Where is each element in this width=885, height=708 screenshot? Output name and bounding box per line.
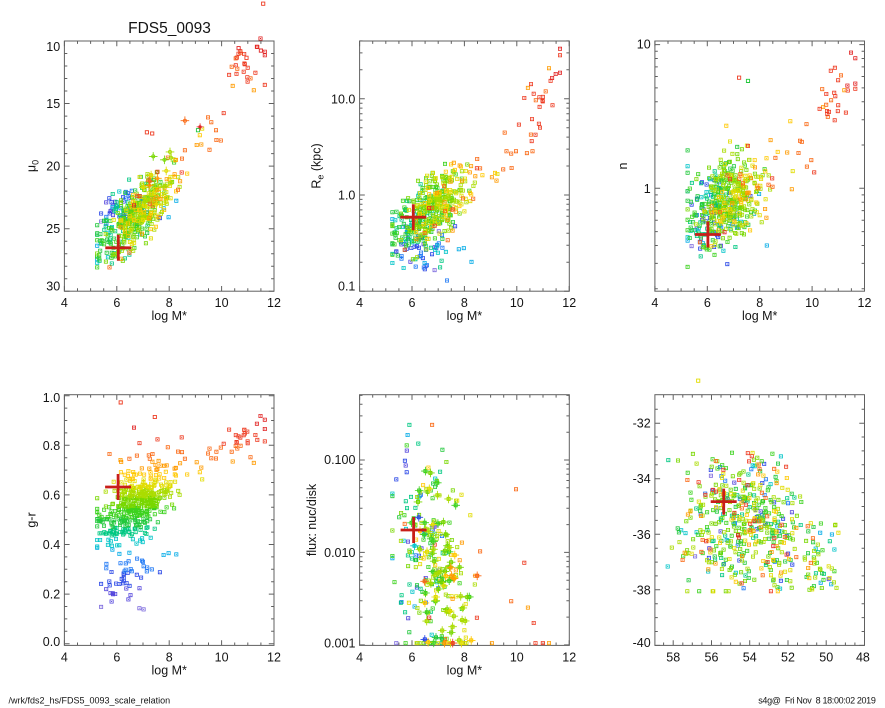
svg-text:10: 10 <box>510 650 524 664</box>
svg-text:58: 58 <box>666 650 680 664</box>
svg-text:n: n <box>616 162 630 169</box>
svg-text:30: 30 <box>46 279 60 293</box>
svg-text:1.0: 1.0 <box>338 189 355 203</box>
svg-text:10: 10 <box>805 296 819 310</box>
svg-text:-32: -32 <box>633 417 651 431</box>
svg-text:10: 10 <box>215 650 229 664</box>
svg-text:12: 12 <box>562 296 576 310</box>
svg-text:12: 12 <box>267 650 281 664</box>
svg-text:4: 4 <box>61 296 68 310</box>
svg-text:25: 25 <box>46 222 60 236</box>
svg-text:0.010: 0.010 <box>324 546 355 560</box>
svg-text:s4g@ Fri Nov 8 18:00:02 2019: s4g@ Fri Nov 8 18:00:02 2019 <box>758 696 876 706</box>
svg-text:50: 50 <box>819 650 833 664</box>
svg-text:8: 8 <box>166 650 173 664</box>
svg-text:4: 4 <box>356 296 363 310</box>
svg-text:52: 52 <box>781 650 795 664</box>
svg-text:0.001: 0.001 <box>324 636 355 650</box>
svg-text:8: 8 <box>461 650 468 664</box>
svg-text:-36: -36 <box>633 528 651 542</box>
svg-text:log M*: log M* <box>742 309 778 323</box>
svg-text:/wrk/fds2_hs/FDS5_0093_scale_r: /wrk/fds2_hs/FDS5_0093_scale_relation <box>9 696 171 706</box>
svg-text:12: 12 <box>267 296 281 310</box>
svg-text:10: 10 <box>46 40 60 54</box>
svg-text:54: 54 <box>743 650 757 664</box>
svg-text:4: 4 <box>61 650 68 664</box>
svg-text:flux: nuc/disk: flux: nuc/disk <box>305 483 319 556</box>
svg-text:8: 8 <box>461 296 468 310</box>
svg-text:log M*: log M* <box>447 663 483 677</box>
svg-text:10: 10 <box>510 296 524 310</box>
svg-text:10: 10 <box>637 38 651 52</box>
svg-text:8: 8 <box>166 296 173 310</box>
svg-text:-38: -38 <box>633 583 651 597</box>
svg-text:15: 15 <box>46 97 60 111</box>
svg-text:6: 6 <box>113 650 120 664</box>
svg-text:10: 10 <box>215 296 229 310</box>
svg-text:FDS5_0093: FDS5_0093 <box>128 20 211 37</box>
svg-text:12: 12 <box>858 296 872 310</box>
svg-text:48: 48 <box>856 650 870 664</box>
svg-text:log M*: log M* <box>151 309 187 323</box>
svg-text:0.6: 0.6 <box>43 488 60 502</box>
svg-text:Re (kpc): Re (kpc) <box>310 143 326 188</box>
svg-text:g-r: g-r <box>25 512 39 527</box>
svg-text:12: 12 <box>562 650 576 664</box>
svg-text:6: 6 <box>409 296 416 310</box>
svg-text:0.0: 0.0 <box>43 635 60 649</box>
svg-text:log M*: log M* <box>151 663 187 677</box>
svg-text:-34: -34 <box>633 472 651 486</box>
svg-text:4: 4 <box>356 650 363 664</box>
svg-text:10.0: 10.0 <box>331 92 355 106</box>
svg-text:-40: -40 <box>633 636 651 650</box>
svg-text:0.4: 0.4 <box>43 538 60 552</box>
svg-text:1.0: 1.0 <box>43 391 60 405</box>
svg-text:20: 20 <box>46 160 60 174</box>
svg-text:1: 1 <box>644 182 651 196</box>
svg-text:0.2: 0.2 <box>43 588 60 602</box>
svg-text:6: 6 <box>409 650 416 664</box>
svg-text:0.100: 0.100 <box>324 453 355 467</box>
svg-text:4: 4 <box>651 296 658 310</box>
svg-text:6: 6 <box>113 296 120 310</box>
svg-text:0.1: 0.1 <box>338 279 355 293</box>
svg-text:8: 8 <box>756 296 763 310</box>
svg-text:log M*: log M* <box>447 309 483 323</box>
svg-text:0.8: 0.8 <box>43 439 60 453</box>
svg-text:6: 6 <box>704 296 711 310</box>
svg-text:56: 56 <box>705 650 719 664</box>
